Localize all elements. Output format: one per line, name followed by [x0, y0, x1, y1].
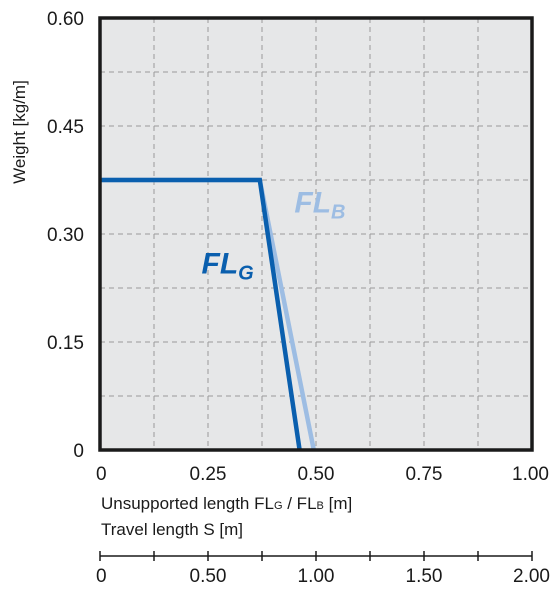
- x-axis-label: Unsupported length FLG / FLB [m]: [101, 494, 352, 513]
- travel-tick-label: 2.00: [513, 566, 550, 587]
- y-axis-label: Weight [kg/m]: [10, 80, 29, 184]
- x-tick-label: 0.25: [190, 464, 227, 485]
- travel-length-axis: 0 0.50 1.00 1.50 2.00: [96, 551, 550, 587]
- x-tick-label: 0.75: [406, 464, 443, 485]
- grid-lines: [100, 18, 532, 450]
- y-tick-labels: 0 0.15 0.30 0.45 0.60: [47, 9, 84, 462]
- series-labels: FLB FLG: [202, 186, 346, 284]
- y-tick-label: 0.15: [47, 333, 84, 354]
- x-axis-label-unit: [m]: [324, 494, 352, 513]
- travel-tick-label: 0: [96, 566, 107, 587]
- y-tick-label: 0.60: [47, 9, 84, 30]
- travel-tick-label: 0.50: [190, 566, 227, 587]
- y-tick-label: 0.30: [47, 225, 84, 246]
- y-tick-label: 0: [73, 441, 84, 462]
- travel-tick-label: 1.50: [406, 566, 443, 587]
- x-tick-label: 0: [96, 464, 107, 485]
- series-label-fl-g: FLG: [202, 248, 254, 285]
- plot-frame: [98, 16, 534, 452]
- x-axis-label-sep: / FL: [283, 494, 317, 513]
- x-tick-label: 1.00: [512, 464, 549, 485]
- travel-length-label: Travel length S [m]: [101, 520, 243, 539]
- series-label-fl-b: FLB: [294, 186, 345, 223]
- x-axis-label-sub-g: G: [274, 500, 283, 512]
- x-tick-labels: 0 0.25 0.50 0.75 1.00: [96, 464, 549, 485]
- x-axis-label-main: Unsupported length FL: [101, 494, 274, 513]
- series-line-fl-g: [100, 177, 302, 451]
- series-lines: [100, 177, 317, 451]
- x-axis-label-sub-b: B: [317, 500, 324, 512]
- x-tick-label: 0.50: [298, 464, 335, 485]
- travel-tick-label: 1.00: [298, 566, 335, 587]
- y-tick-label: 0.45: [47, 117, 84, 138]
